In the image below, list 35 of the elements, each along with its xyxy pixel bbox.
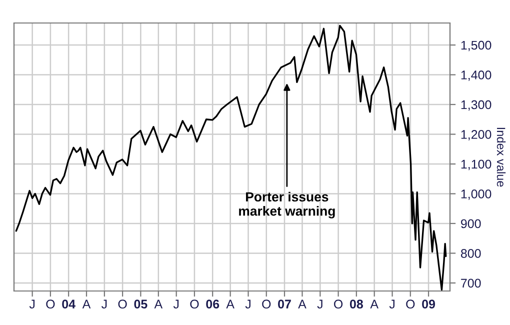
x-tick-label: J (245, 300, 250, 309)
x-tick-label: O (46, 300, 55, 309)
x-tick-label: O (118, 300, 127, 309)
x-tick-label: A (154, 300, 163, 308)
annotation: Porter issues market warning (239, 192, 335, 218)
x-tick-label: 08 (350, 300, 363, 309)
x-tick-label: O (334, 300, 343, 309)
x-tick-label: J (389, 300, 394, 309)
x-tick-label: 07 (278, 300, 291, 309)
x-tick-label: 05 (134, 300, 148, 309)
x-tick-label: J (317, 300, 322, 309)
x-tick-label: A (298, 300, 306, 308)
y-tick-label: 1,300 (461, 100, 492, 111)
x-tick-label: A (226, 300, 234, 308)
y-tick-label: 1,000 (461, 190, 492, 200)
x-tick-label: J (173, 300, 179, 309)
y-tick-label: 700 (461, 278, 481, 288)
x-tick-label: O (190, 300, 199, 309)
x-tick-label: O (262, 300, 271, 309)
y-tick-label: 800 (460, 249, 481, 258)
y-tick-label: 1,400 (461, 70, 492, 81)
y-tick-label: 1,200 (461, 130, 492, 140)
line-series (15, 24, 447, 291)
x-tick-label: 09 (422, 300, 436, 309)
x-tick-label: 04 (62, 300, 76, 309)
x-tick-label: A (370, 300, 378, 308)
x-tick-label: 06 (206, 300, 220, 309)
x-tick-label: J (102, 300, 107, 309)
x-tick-label: O (406, 300, 415, 309)
x-tick-label: J (29, 300, 35, 309)
y-axis-title: Index value (496, 128, 506, 187)
y-tick-label: 1,500 (461, 40, 492, 52)
y-tick-label: 900 (461, 219, 481, 228)
y-tick-label: 1,100 (461, 160, 492, 170)
x-tick-label: A (82, 300, 91, 308)
